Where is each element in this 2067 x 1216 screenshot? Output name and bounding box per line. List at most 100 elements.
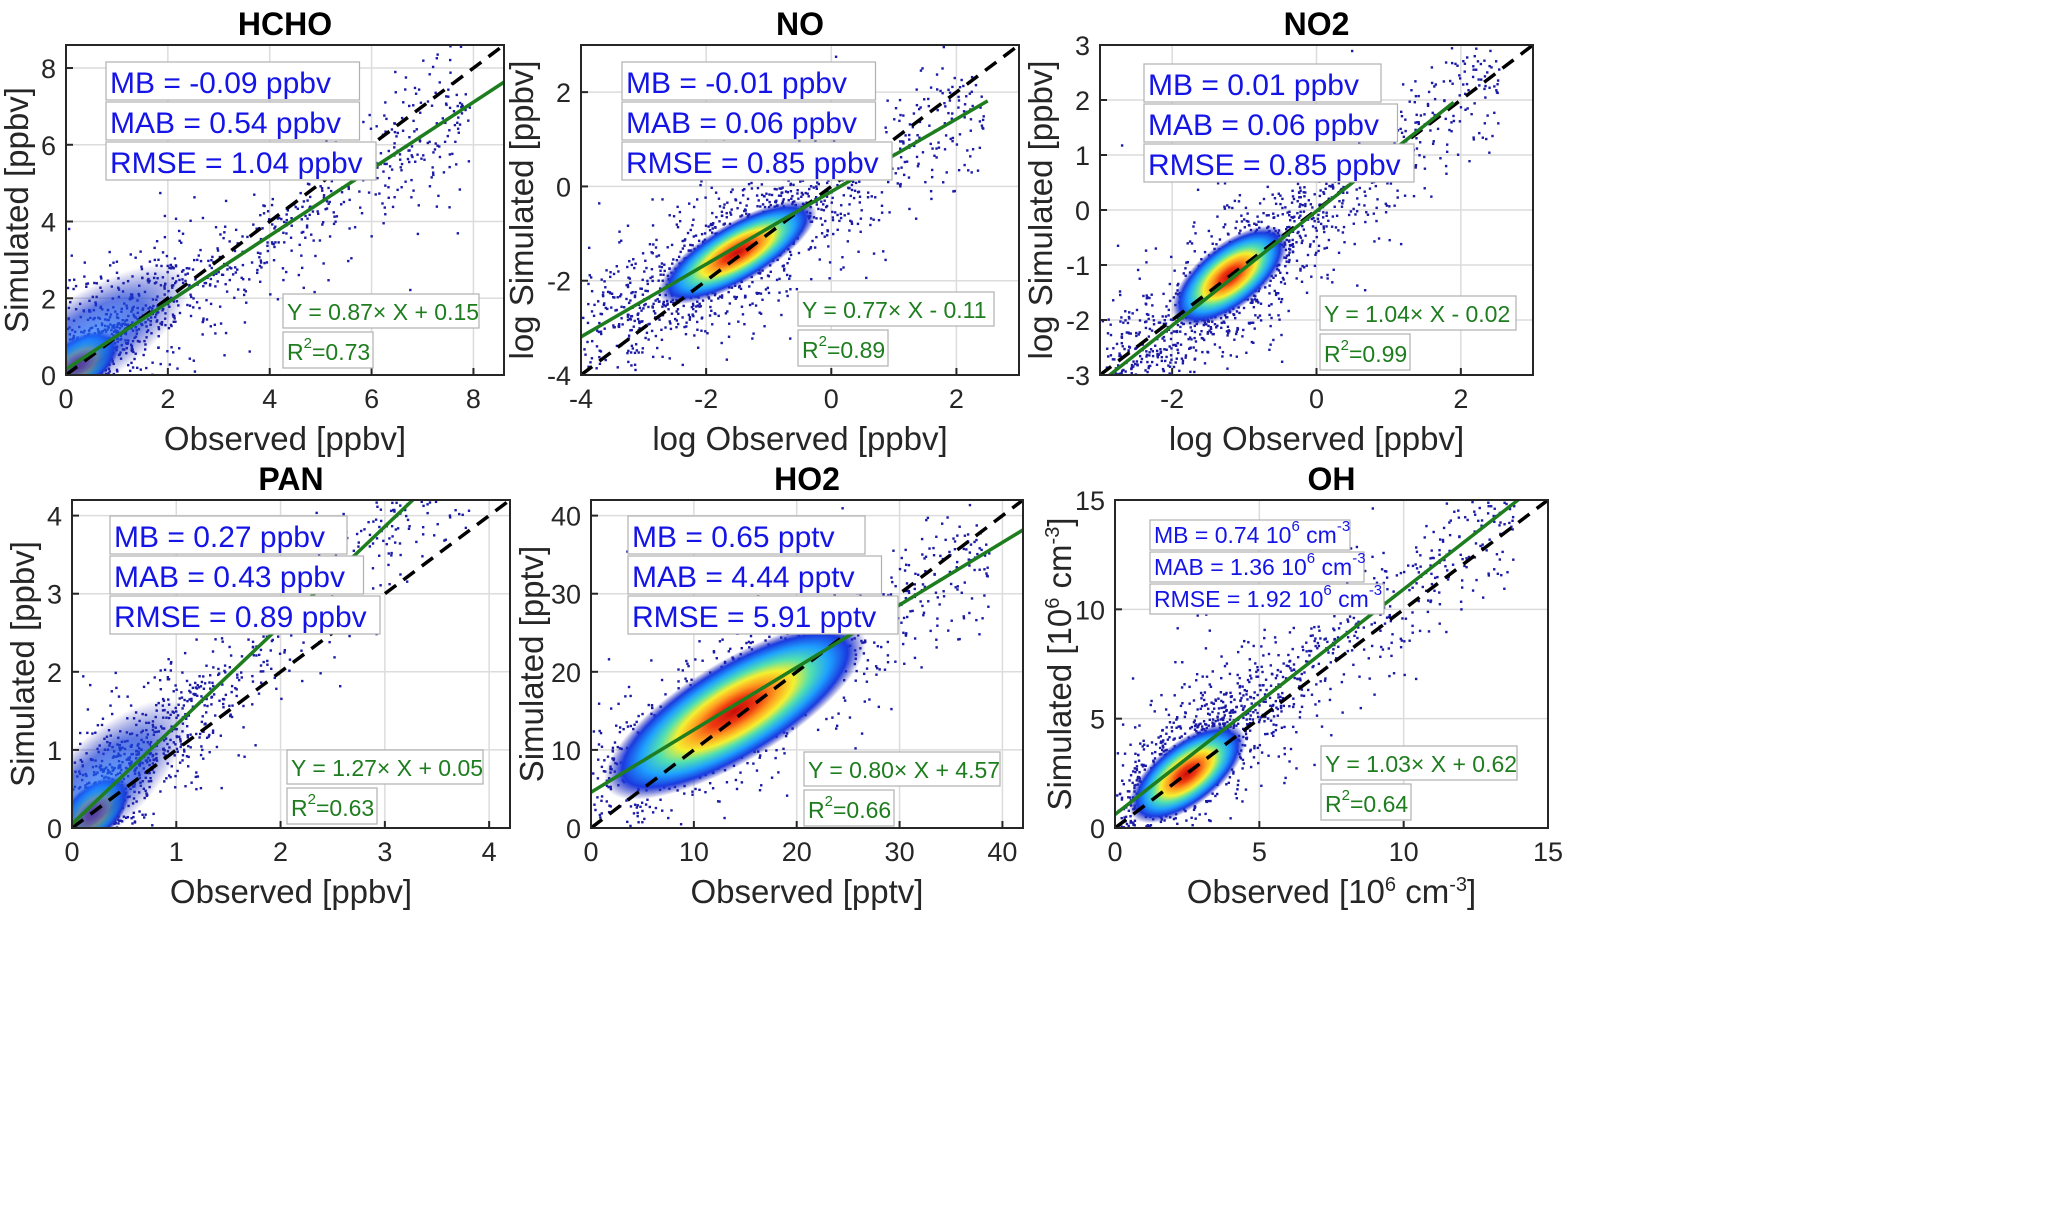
data-point [658, 318, 661, 321]
data-point [1164, 359, 1167, 363]
data-point [282, 278, 285, 282]
data-point [818, 258, 821, 261]
data-point [1122, 368, 1125, 372]
data-point [376, 176, 379, 180]
data-point [1169, 354, 1173, 357]
data-point [183, 750, 186, 753]
data-point [1301, 224, 1304, 228]
data-point [1442, 80, 1446, 83]
data-point [1202, 323, 1205, 327]
data-point [101, 717, 105, 720]
data-point [825, 195, 829, 198]
stats-box [621, 141, 893, 181]
data-point [241, 277, 245, 281]
data-point [1265, 214, 1269, 217]
data-point [715, 215, 718, 219]
data-point [443, 539, 446, 542]
data-point [195, 301, 199, 304]
data-point [188, 357, 192, 360]
data-point [1116, 364, 1120, 367]
data-point [1216, 182, 1220, 185]
data-point [1156, 354, 1159, 357]
data-point [717, 314, 720, 318]
data-point [1250, 301, 1254, 305]
data-point [415, 128, 418, 131]
data-point [1414, 128, 1417, 132]
data-point [733, 295, 736, 299]
data-point [1325, 182, 1328, 186]
data-point [699, 304, 702, 308]
data-point [1292, 197, 1296, 201]
data-point [761, 298, 764, 301]
data-point [197, 254, 200, 257]
data-point [202, 284, 205, 288]
data-point [1119, 293, 1122, 297]
data-point [318, 239, 322, 242]
data-point [1290, 201, 1294, 204]
data-point [431, 166, 434, 169]
plot-content [66, 45, 504, 375]
data-point [725, 216, 728, 219]
data-point [328, 640, 331, 644]
data-point [1135, 334, 1138, 338]
x-tick-label: -2 [694, 384, 718, 414]
data-point [644, 289, 647, 292]
data-point [1216, 215, 1219, 218]
data-point [860, 209, 863, 212]
data-point [1377, 237, 1381, 240]
data-point [1121, 369, 1124, 373]
data-point [223, 225, 227, 228]
data-point [941, 67, 944, 70]
data-point [129, 253, 132, 256]
data-point [458, 123, 462, 126]
data-point [872, 218, 875, 221]
data-point [924, 180, 927, 184]
data-point [233, 249, 237, 253]
data-point [1206, 350, 1209, 354]
data-point [626, 351, 629, 355]
data-point [327, 279, 330, 282]
data-point [766, 286, 770, 290]
data-point [929, 142, 932, 146]
data-point [1322, 190, 1325, 194]
data-point [412, 104, 415, 107]
data-point [236, 242, 239, 245]
data-point [882, 250, 885, 253]
data-point [396, 131, 399, 135]
data-point [209, 325, 213, 328]
data-point [259, 280, 262, 283]
data-point [383, 206, 386, 209]
data-point [1155, 363, 1159, 367]
data-point [788, 257, 791, 261]
data-point [1277, 192, 1280, 195]
data-point [856, 191, 860, 194]
data-point [185, 679, 189, 683]
data-point [603, 327, 606, 330]
data-point [1145, 350, 1148, 353]
data-point [1163, 318, 1166, 322]
data-point [1322, 225, 1325, 228]
data-point [437, 194, 440, 198]
data-point [445, 95, 448, 98]
data-point [729, 190, 733, 194]
data-point [894, 172, 897, 175]
data-point [678, 219, 682, 223]
data-point [1277, 269, 1281, 272]
data-point [1463, 62, 1467, 65]
data-point [884, 126, 887, 129]
data-point [600, 278, 603, 281]
data-point [603, 302, 606, 305]
data-point [1309, 243, 1312, 246]
data-point [181, 232, 185, 235]
data-point [822, 203, 825, 206]
data-point [612, 272, 616, 276]
data-point [379, 508, 383, 511]
data-point [1169, 361, 1172, 364]
data-point [202, 687, 206, 690]
x-axis-label: Observed [ppbv] [170, 873, 412, 910]
data-point [182, 748, 186, 752]
data-point [971, 148, 975, 151]
data-point [691, 224, 694, 227]
data-point [698, 305, 701, 308]
data-point [1107, 318, 1110, 321]
